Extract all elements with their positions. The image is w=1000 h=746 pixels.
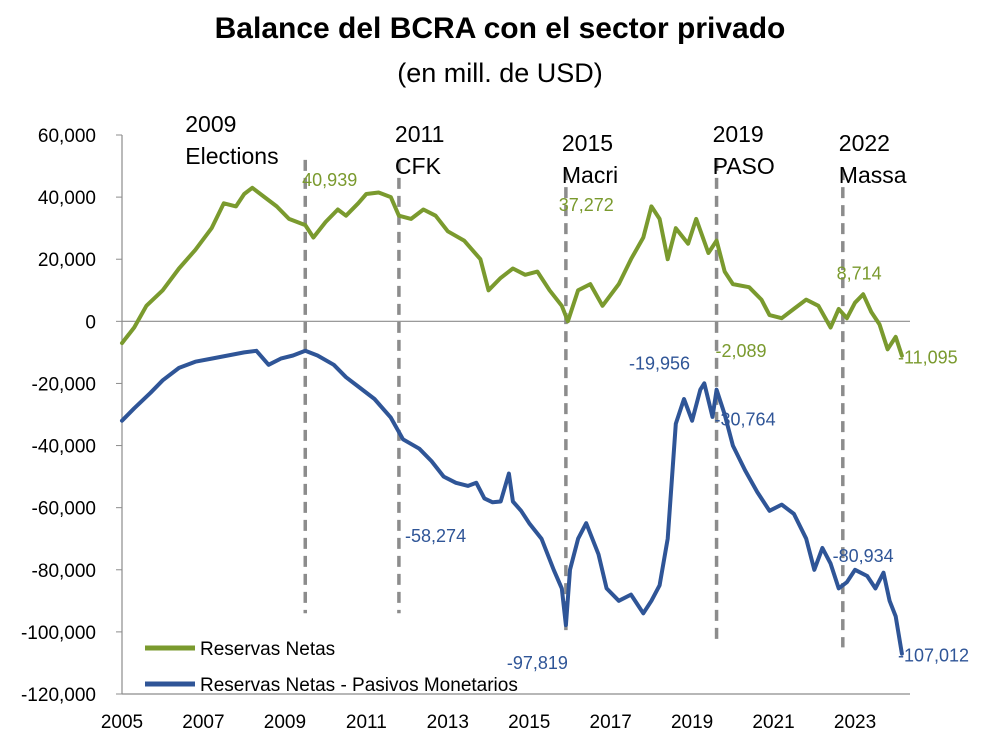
data-label: 37,272 xyxy=(559,195,614,215)
x-tick-label: 2013 xyxy=(427,712,469,733)
event-label: PASO xyxy=(713,153,775,179)
data-label: -80,934 xyxy=(833,546,894,566)
legend-label: Reservas Netas xyxy=(200,639,335,660)
legend: Reservas Netas Reservas Netas - Pasivos M… xyxy=(145,639,518,696)
x-tick-label: 2019 xyxy=(671,712,713,733)
y-tick-label: -20,000 xyxy=(32,374,96,395)
chart-subtitle: (en mill. de USD) xyxy=(397,58,603,88)
event-label: Elections xyxy=(185,143,278,169)
y-tick-label: -60,000 xyxy=(32,499,96,520)
x-tick-label: 2009 xyxy=(264,712,306,733)
y-tick-label: -120,000 xyxy=(21,685,96,706)
event-label: Macri xyxy=(562,162,618,188)
event-year: 2011 xyxy=(395,121,444,147)
x-tick-label: 2015 xyxy=(508,712,550,733)
axes: 60,000 40,000 20,000 0 -20,000 -40,000 -60,000… xyxy=(21,126,910,733)
x-tick-label: 2021 xyxy=(752,712,794,733)
series-line-0 xyxy=(120,185,904,358)
data-label: -19,956 xyxy=(629,353,690,373)
legend-label: Reservas Netas - Pasivos Monetarios xyxy=(200,675,518,696)
x-tick-label: 2011 xyxy=(346,712,387,733)
data-label: -97,819 xyxy=(507,653,568,673)
event-label: CFK xyxy=(395,153,442,179)
data-labels: 40,939 37,272 8,714 -2,089 -11,095 -19,956 -30… xyxy=(302,170,969,673)
y-tick-label: 20,000 xyxy=(38,250,96,271)
series-line-1 xyxy=(120,348,904,656)
event-year: 2022 xyxy=(839,130,890,156)
y-tick-label: 0 xyxy=(85,312,96,333)
chart-title: Balance del BCRA con el sector privado xyxy=(214,12,786,45)
event-year: 2019 xyxy=(713,121,764,147)
data-label: -58,274 xyxy=(405,526,466,546)
y-tick-label: -100,000 xyxy=(21,623,96,644)
event-year: 2009 xyxy=(185,111,236,137)
y-tick-label: -80,000 xyxy=(32,561,96,582)
x-tick-label: 2017 xyxy=(590,712,632,733)
series-lines xyxy=(120,185,904,656)
x-tick-label: 2007 xyxy=(182,712,224,733)
event-markers: 2009 Elections 2011 CFK 2015 Macri 2019 PASO 202… xyxy=(185,111,907,648)
data-label: 40,939 xyxy=(302,170,357,190)
y-tick-label: -40,000 xyxy=(32,437,96,458)
data-label: -2,089 xyxy=(715,341,766,361)
event-year: 2015 xyxy=(562,130,613,156)
data-label: -11,095 xyxy=(898,347,958,367)
y-tick-label: 60,000 xyxy=(38,126,96,147)
event-label: Massa xyxy=(839,162,907,188)
x-tick-label: 2005 xyxy=(101,712,143,733)
data-label: -30,764 xyxy=(715,409,776,429)
data-label: 8,714 xyxy=(837,263,882,283)
data-label: -107,012 xyxy=(898,645,969,665)
x-tick-label: 2023 xyxy=(834,712,876,733)
y-tick-label: 40,000 xyxy=(38,188,96,209)
